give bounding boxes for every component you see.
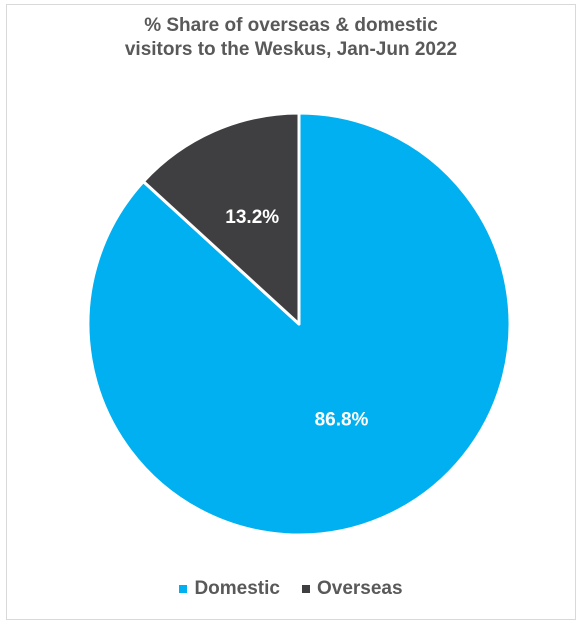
legend-item-domestic: Domestic bbox=[179, 578, 280, 600]
legend-swatch-overseas bbox=[301, 585, 310, 593]
data-label-overseas: 13.2% bbox=[225, 207, 279, 228]
legend-label-domestic: Domestic bbox=[194, 578, 280, 599]
chart-title-line-2: visitors to the Weskus, Jan-Jun 2022 bbox=[124, 39, 458, 60]
legend-swatch-domestic bbox=[179, 585, 188, 593]
pie-slice-overseas bbox=[141, 111, 301, 326]
legend-item-overseas: Overseas bbox=[301, 578, 403, 600]
legend: Domestic Overseas bbox=[0, 578, 582, 600]
chart-title-line-1: % Share of overseas & domestic bbox=[144, 15, 438, 36]
data-label-domestic: 86.8% bbox=[315, 410, 369, 431]
chart-title: % Share of overseas & domestic visitors … bbox=[0, 14, 582, 62]
legend-label-overseas: Overseas bbox=[316, 578, 403, 599]
